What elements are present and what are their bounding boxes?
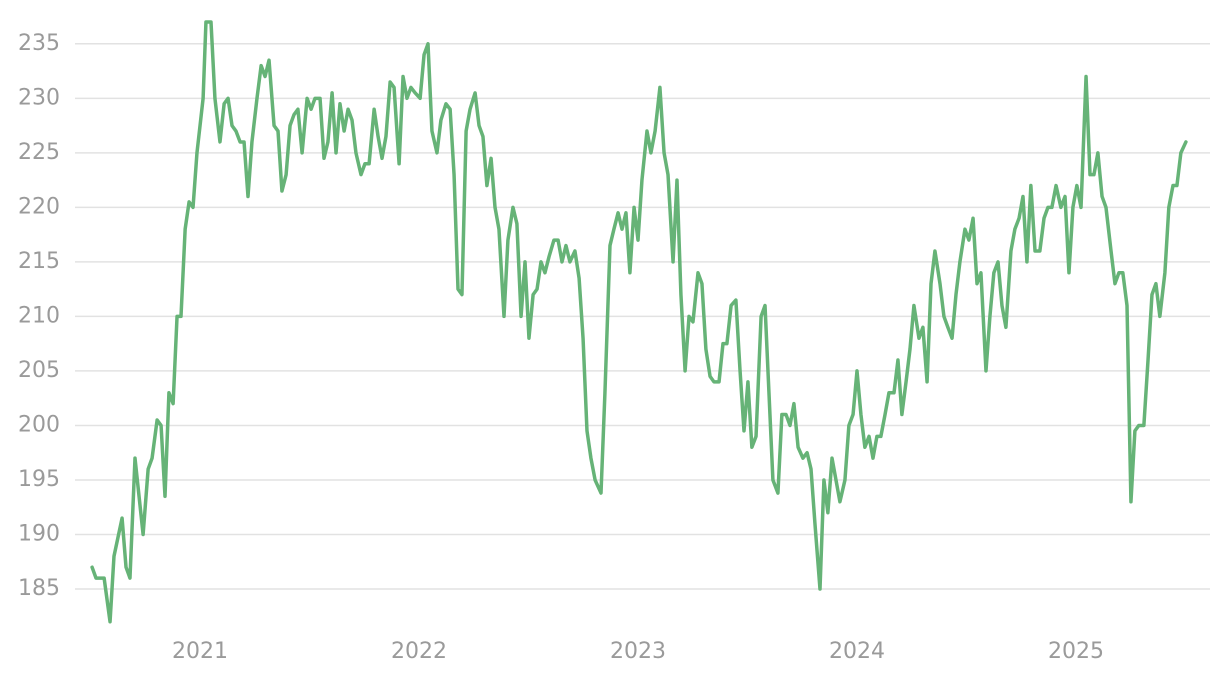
- x-tick-label: 2024: [829, 639, 885, 664]
- y-tick-label: 230: [18, 85, 60, 110]
- x-tick-label: 2021: [172, 639, 228, 664]
- x-tick-label: 2025: [1048, 639, 1104, 664]
- y-tick-label: 215: [18, 249, 60, 274]
- y-tick-label: 200: [18, 412, 60, 437]
- line: [90, 20, 1188, 624]
- y-tick-label: 210: [18, 303, 60, 328]
- x-tick-label: 2023: [610, 639, 666, 664]
- y-tick-label: 225: [18, 140, 60, 165]
- y-tick-label: 185: [18, 576, 60, 601]
- y-tick-label: 205: [18, 358, 60, 383]
- y-tick-label: 195: [18, 467, 60, 492]
- y-tick-label: 190: [18, 521, 60, 546]
- y-tick-label: 220: [18, 194, 60, 219]
- y-tick-label: 235: [18, 31, 60, 56]
- x-tick-label: 2022: [391, 639, 447, 664]
